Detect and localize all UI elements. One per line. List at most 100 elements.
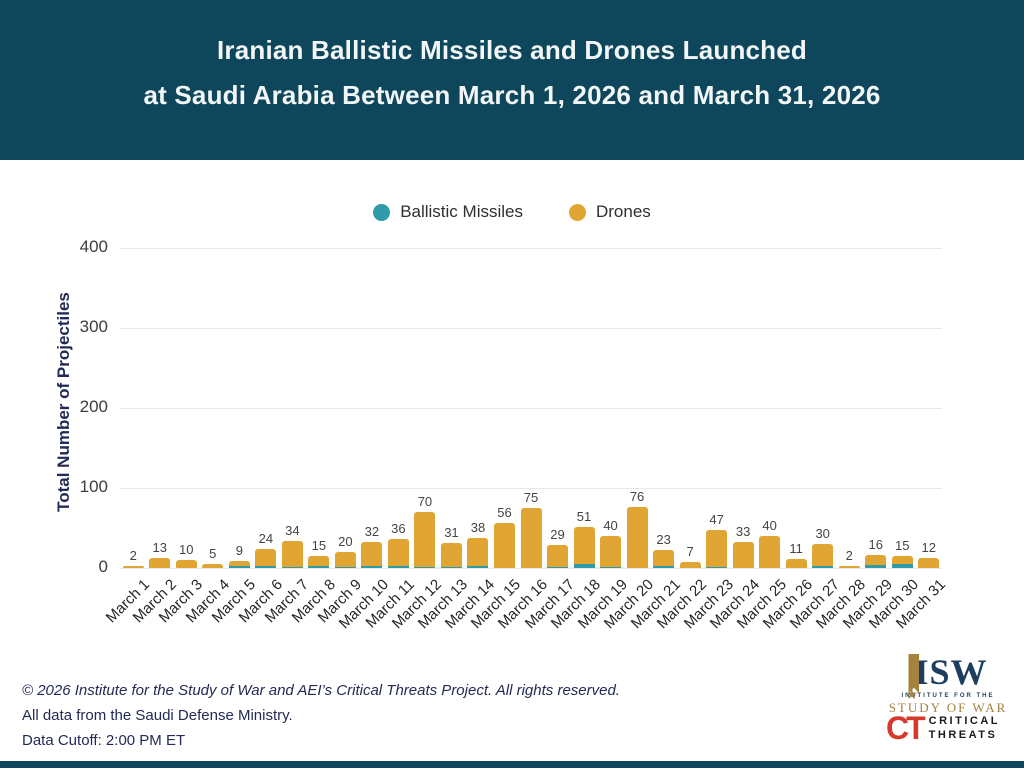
bar-value-label: 75: [523, 490, 539, 505]
bar-stack-march-8: [308, 556, 330, 568]
bar-segment-ballistic-missiles: [706, 567, 728, 568]
bar-value-label: 16: [868, 537, 883, 553]
legend-label: Drones: [595, 202, 651, 221]
bar-segment-ballistic-missiles: [387, 566, 409, 568]
chart-title-line2: at Saudi Arabia Between March 1, 2026 an…: [143, 80, 881, 110]
gridline-400: [120, 247, 942, 249]
bar-value-label: 70: [417, 494, 433, 509]
bar-stack-march-12: [414, 512, 436, 568]
bar-segment-ballistic-missiles: [334, 567, 356, 568]
ct-word-critical: CRITICAL: [928, 715, 1000, 727]
bar-value-label: 34: [285, 522, 300, 538]
bar-value-label: 30: [815, 526, 830, 541]
gridline-0: [120, 567, 942, 569]
bar-value-label: 15: [894, 538, 910, 553]
bar-value-label: 7: [686, 544, 694, 560]
bar-stack-march-20: [626, 507, 648, 568]
bar-segment-ballistic-missiles: [653, 566, 675, 568]
ct-wordmark: CRITICAL THREATS: [929, 715, 1000, 741]
bar-stack-march-25: [759, 536, 781, 568]
bar-stack-march-14: [467, 537, 489, 568]
chart-legend: Ballistic Missiles Drones: [0, 202, 1024, 222]
legend-item: Ballistic Missiles: [373, 202, 523, 222]
bar-stack-march-11: [387, 539, 409, 568]
bar-stack-march-17: [547, 544, 569, 568]
bar-value-label: 32: [364, 524, 380, 540]
y-tick-label-0: 0: [98, 557, 108, 576]
bar-stack-march-7: [281, 540, 303, 568]
bar-stack-march-9: [334, 552, 356, 568]
bar-stack-march-16: [520, 508, 542, 568]
y-tick-label-100: 100: [79, 477, 108, 496]
bar-value-label: 5: [209, 546, 217, 561]
bar-value-label: 13: [152, 539, 167, 555]
bar-value-label: 40: [762, 518, 777, 533]
bar-value-label: 20: [338, 534, 353, 549]
bar-value-label: 9: [235, 542, 243, 558]
bar-value-label: 51: [576, 509, 592, 525]
bar-value-label: 47: [709, 512, 724, 528]
bar-value-label: 56: [497, 505, 512, 521]
bar-stack-march-15: [493, 523, 515, 568]
ribbon-icon: [908, 654, 920, 694]
bar-stack-march-6: [255, 548, 277, 568]
bar-segment-ballistic-missiles: [308, 566, 330, 568]
gridline-100: [120, 487, 942, 489]
bar-stack-march-13: [440, 543, 462, 568]
bar-segment-ballistic-missiles: [440, 567, 462, 568]
isw-logo: ★ ISW INSTITUTE FOR THE STUDY OF WAR: [888, 652, 1008, 716]
bar-stack-march-26: [785, 559, 807, 568]
bar-value-label: 15: [311, 538, 327, 553]
bar-segment-ballistic-missiles: [467, 565, 489, 568]
bar-stack-march-27: [812, 544, 834, 568]
bar-value-label: 33: [735, 523, 751, 539]
bar-value-label: 11: [789, 541, 803, 557]
bar-value-label: 36: [391, 521, 406, 537]
bar-stack-march-3: [175, 560, 197, 568]
bar-segment-ballistic-missiles: [255, 566, 277, 568]
bar-segment-ballistic-missiles: [547, 567, 569, 568]
copyright-note: © 2026 Institute for the Study of War an…: [22, 682, 620, 699]
bar-value-label: 2: [129, 548, 137, 564]
bar-value-label: 23: [656, 531, 671, 547]
bar-stack-march-24: [732, 541, 754, 568]
y-tick-label-300: 300: [79, 317, 108, 336]
bar-stack-march-19: [600, 536, 622, 568]
bar-stack-march-1: [122, 566, 144, 568]
bar-segment-ballistic-missiles: [361, 565, 383, 568]
bar-segment-ballistic-missiles: [414, 567, 436, 568]
critical-threats-logo: CT CRITICAL THREATS: [886, 712, 1000, 744]
legend-item: Drones: [568, 202, 651, 222]
bar-stack-march-18: [573, 527, 595, 568]
bar-stack-march-10: [361, 542, 383, 568]
ct-monogram-icon: CT: [886, 710, 926, 746]
bottom-accent-strip: [0, 761, 1024, 768]
isw-subtitle-gold: STUDY OF WAR: [888, 700, 1008, 715]
drones-swatch-icon: [568, 203, 586, 221]
bar-stack-march-2: [149, 557, 171, 568]
bar-value-label: 76: [629, 489, 645, 505]
bar-value-label: 40: [603, 518, 618, 533]
bar-segment-ballistic-missiles: [891, 564, 913, 568]
bar-segment-ballistic-missiles: [573, 564, 595, 568]
bar-value-label: 10: [179, 542, 194, 557]
bar-segment-ballistic-missiles: [865, 564, 887, 568]
bar-stack-march-22: [679, 562, 701, 568]
gridline-200: [120, 407, 942, 409]
bar-value-label: 12: [921, 540, 936, 556]
bar-stack-march-5: [228, 560, 250, 568]
header-banner: Iranian Ballistic Missiles and Drones La…: [0, 0, 1024, 160]
bar-value-label: 38: [470, 519, 486, 535]
bar-stack-march-29: [865, 555, 887, 568]
gridline-300: [120, 327, 942, 329]
bar-stack-march-28: [838, 566, 860, 568]
star-icon: ★: [905, 686, 919, 702]
bar-stack-march-21: [653, 549, 675, 568]
y-tick-label-200: 200: [79, 397, 108, 416]
y-tick-label-400: 400: [79, 237, 108, 256]
isw-subtitle-small: INSTITUTE FOR THE: [901, 693, 995, 699]
ct-word-threats: THREATS: [928, 729, 998, 741]
legend-label: Ballistic Missiles: [400, 202, 523, 221]
data-cutoff-note: Data Cutoff: 2:00 PM ET: [22, 732, 186, 749]
